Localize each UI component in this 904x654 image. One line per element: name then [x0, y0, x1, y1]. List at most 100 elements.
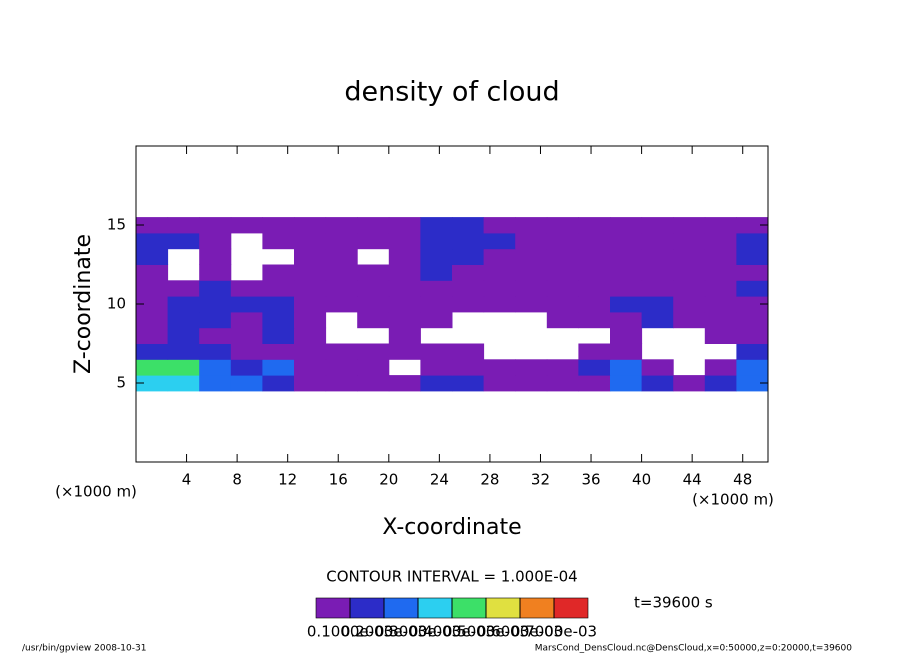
- colorbar-swatch: [383, 597, 419, 619]
- cell: [136, 343, 169, 360]
- cell: [610, 232, 643, 250]
- cell: [357, 343, 390, 360]
- cell: [199, 264, 232, 281]
- colorbar-swatch: [417, 597, 453, 619]
- cell: [578, 311, 611, 329]
- x-tick-label: 32: [531, 471, 550, 489]
- cell: [388, 280, 421, 297]
- cell: [199, 280, 232, 297]
- cell: [736, 217, 769, 234]
- cell: [546, 232, 579, 250]
- cell: [452, 248, 485, 265]
- cell: [230, 359, 263, 376]
- cell: [136, 264, 169, 281]
- cell: [388, 311, 421, 329]
- colorbar-swatch: [519, 597, 555, 619]
- cell: [420, 375, 453, 392]
- cell: [546, 311, 579, 329]
- cell: [167, 217, 200, 234]
- cell: [704, 296, 737, 313]
- cell: [325, 296, 358, 313]
- cell: [641, 375, 674, 392]
- cell: [262, 280, 295, 297]
- cell: [515, 248, 548, 265]
- cell: [230, 296, 263, 313]
- x-unit: (×1000 m): [692, 491, 774, 509]
- cell: [641, 264, 674, 281]
- cell: [420, 280, 453, 297]
- cell: [704, 264, 737, 281]
- cell: [673, 217, 706, 234]
- cell: [736, 232, 769, 250]
- cell: [388, 264, 421, 281]
- cell: [641, 217, 674, 234]
- cell: [262, 296, 295, 313]
- cell: [641, 280, 674, 297]
- cell: [325, 232, 358, 250]
- cell: [357, 311, 390, 329]
- cell: [388, 248, 421, 265]
- cell: [641, 359, 674, 376]
- cell: [452, 343, 485, 360]
- cell: [610, 280, 643, 297]
- cell: [167, 232, 200, 250]
- cell: [641, 311, 674, 329]
- cell: [673, 280, 706, 297]
- cell: [167, 327, 200, 344]
- cell: [736, 311, 769, 329]
- y-unit: (×1000 m): [55, 483, 137, 501]
- x-tick-label: 40: [632, 471, 651, 489]
- cell: [420, 248, 453, 265]
- cell: [262, 217, 295, 234]
- cell: [704, 327, 737, 344]
- cell: [420, 232, 453, 250]
- cell: [610, 375, 643, 392]
- cell: [420, 296, 453, 313]
- cell: [736, 280, 769, 297]
- cell: [167, 280, 200, 297]
- y-tick-label: 15: [107, 216, 126, 234]
- cell: [736, 359, 769, 376]
- cell: [641, 248, 674, 265]
- cell: [578, 343, 611, 360]
- cell: [610, 359, 643, 376]
- cell: [357, 264, 390, 281]
- cell: [262, 232, 295, 250]
- y-axis-label: Z-coordinate: [71, 234, 96, 374]
- cell: [673, 264, 706, 281]
- colorbar-label: 0.6000e-03: [477, 623, 563, 641]
- colorbar-label: 0.1000e-03: [307, 623, 393, 641]
- cell: [673, 375, 706, 392]
- cell: [515, 359, 548, 376]
- cell: [357, 232, 390, 250]
- cell: [325, 359, 358, 376]
- cell: [262, 264, 295, 281]
- x-axis-label: X-coordinate: [382, 515, 521, 540]
- cell: [357, 375, 390, 392]
- x-tick-label: 36: [581, 471, 600, 489]
- cell: [704, 217, 737, 234]
- cell: [230, 280, 263, 297]
- cell: [736, 296, 769, 313]
- x-tick-label: 28: [480, 471, 499, 489]
- cell: [546, 264, 579, 281]
- cell: [546, 359, 579, 376]
- cell: [546, 280, 579, 297]
- cell: [420, 217, 453, 234]
- cell: [420, 343, 453, 360]
- cell: [515, 375, 548, 392]
- cell: [704, 232, 737, 250]
- cell: [673, 248, 706, 265]
- cell: [262, 359, 295, 376]
- cell: [199, 327, 232, 344]
- cell: [262, 327, 295, 344]
- cell: [199, 248, 232, 265]
- cell: [325, 248, 358, 265]
- cell: [136, 217, 169, 234]
- cell: [515, 264, 548, 281]
- colorbar-label: 0.4000e-03: [409, 623, 495, 641]
- cell: [136, 232, 169, 250]
- colorbar-swatch: [451, 597, 487, 619]
- cell: [736, 375, 769, 392]
- cell: [578, 375, 611, 392]
